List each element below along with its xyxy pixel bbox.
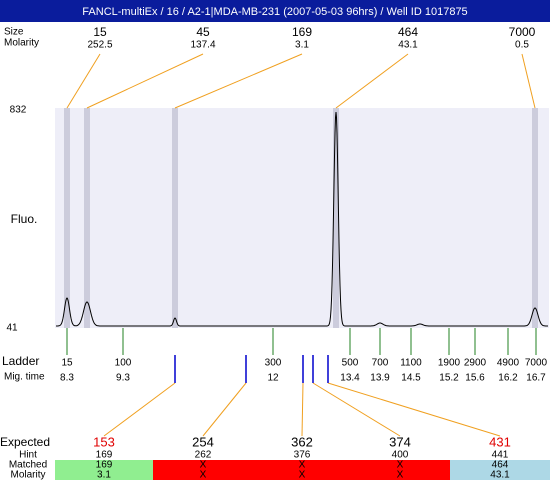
matched-size: X	[299, 460, 306, 471]
ladder-size: 1100	[400, 358, 422, 369]
hint-size: 169	[96, 450, 113, 461]
expected-connector	[327, 382, 501, 437]
expected-size: 431	[489, 434, 511, 449]
ladder-size: 7000	[525, 358, 548, 369]
expected-size: 362	[291, 434, 313, 449]
expected-size: 254	[192, 434, 214, 449]
matched-label: Matched	[9, 460, 47, 471]
y-top-label: 832	[10, 105, 27, 116]
matched-molarity: X	[299, 470, 306, 480]
peaks-molarity-label: Molarity	[4, 38, 39, 49]
peak-band	[333, 108, 339, 328]
peak-size: 169	[292, 25, 312, 39]
y-axis-label: Fluo.	[11, 212, 38, 226]
ladder-size: 2900	[464, 358, 487, 369]
ladder-time: 13.4	[340, 373, 360, 384]
title: FANCL-multiEx / 16 / A2-1|MDA-MB-231 (20…	[82, 6, 467, 18]
y-bottom-label: 41	[6, 323, 18, 334]
hint-size: 376	[294, 450, 311, 461]
hint-size: 400	[392, 450, 409, 461]
plot-area	[55, 108, 549, 328]
ladder-size: 100	[115, 358, 132, 369]
matched-size: X	[200, 460, 207, 471]
match-none	[153, 460, 450, 480]
peak-size: 15	[93, 25, 107, 39]
ladder-time: 12	[267, 373, 279, 384]
expected-connector	[202, 382, 247, 437]
ladder-time: 13.9	[370, 373, 390, 384]
match-extra	[450, 460, 550, 480]
ladder-time: 14.5	[401, 373, 421, 384]
expected-connector	[301, 382, 304, 437]
ladder-time: 8.3	[60, 373, 74, 384]
ladder-time: 16.7	[526, 373, 546, 384]
matched-size: 464	[492, 460, 509, 471]
expected-connector	[312, 382, 401, 437]
match-ok	[55, 460, 153, 480]
peak-band	[532, 108, 538, 328]
ladder-size: 15	[61, 358, 73, 369]
peak-size: 7000	[509, 25, 536, 39]
matched-size: 169	[96, 460, 113, 471]
ladder-time: 9.3	[116, 373, 130, 384]
matched-molarity: X	[397, 470, 404, 480]
ladder-size: 4900	[497, 358, 520, 369]
ladder-size: 300	[265, 358, 282, 369]
trace	[56, 111, 548, 327]
ladder-size: 500	[342, 358, 359, 369]
title-bar	[0, 0, 550, 22]
peak-band	[64, 108, 70, 328]
expected-connector	[103, 382, 176, 437]
peak-molarity: 43.1	[398, 40, 418, 51]
peak-molarity: 0.5	[515, 40, 529, 51]
hint-size: 262	[195, 450, 212, 461]
expected-size: 153	[93, 434, 115, 449]
peak-connector	[66, 53, 101, 109]
hint-label: Hint	[19, 450, 37, 461]
expected-label: Expected	[0, 435, 50, 449]
molarity-label: Molarity	[10, 470, 45, 480]
peak-size: 45	[196, 25, 210, 39]
peak-connector	[335, 53, 409, 109]
ladder-size: 700	[372, 358, 389, 369]
peak-connector	[174, 53, 303, 109]
matched-molarity: X	[200, 470, 207, 480]
ladder-time: 15.2	[439, 373, 459, 384]
peaks-size-label: Size	[4, 27, 24, 38]
matched-size: X	[397, 460, 404, 471]
peak-molarity: 252.5	[87, 40, 112, 51]
ladder-time: 16.2	[498, 373, 518, 384]
matched-molarity: 3.1	[97, 470, 111, 480]
peak-connector	[521, 53, 536, 109]
hint-size: 441	[492, 450, 509, 461]
peak-band	[84, 108, 90, 328]
ladder-label: Ladder	[2, 354, 39, 368]
peak-band	[172, 108, 178, 328]
peak-size: 464	[398, 25, 418, 39]
mig-time-label: Mig. time	[4, 372, 45, 383]
ladder-size: 1900	[438, 358, 461, 369]
peak-connector	[86, 53, 204, 109]
peak-molarity: 137.4	[190, 40, 215, 51]
peak-molarity: 3.1	[295, 40, 309, 51]
matched-molarity: 43.1	[490, 470, 510, 480]
ladder-time: 15.6	[465, 373, 485, 384]
expected-size: 374	[389, 434, 411, 449]
